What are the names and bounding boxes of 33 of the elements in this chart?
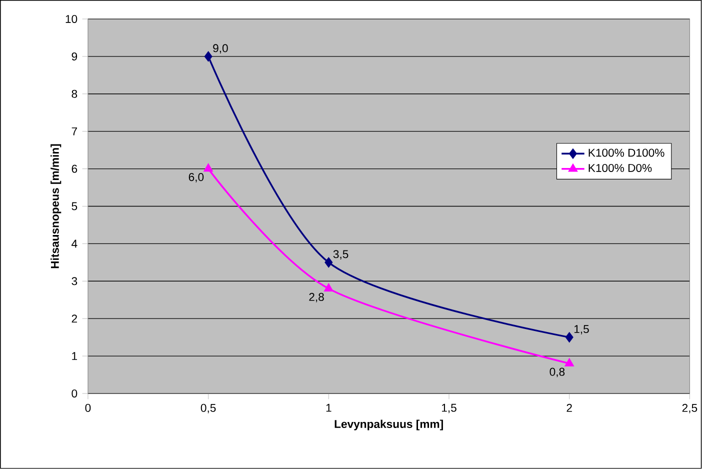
y-tick-label: 2 xyxy=(72,314,77,323)
data-label: 9,0 xyxy=(213,44,228,54)
x-tick-label: 2,5 xyxy=(682,404,698,414)
point xyxy=(565,332,574,342)
y-tick-label: 8 xyxy=(72,90,78,98)
data-label: 2,8 xyxy=(309,293,324,302)
y-tick-label: 6 xyxy=(72,164,78,173)
y-axis-title: Hitsausnopeus [m/min] xyxy=(50,144,62,268)
point xyxy=(324,284,333,292)
y-tick-label: 7 xyxy=(72,128,77,136)
x-tick-label: 2 xyxy=(566,404,572,412)
legend-label: K100% D0% xyxy=(588,164,652,172)
x-tick-label: 0 xyxy=(85,404,91,412)
point xyxy=(565,358,574,367)
data-label: 0,8 xyxy=(550,368,565,378)
y-tick-label: 4 xyxy=(72,240,78,248)
data-label: 6,0 xyxy=(188,173,204,183)
y-tick-label: 0 xyxy=(72,390,78,398)
x-tick-label: 1 xyxy=(326,404,332,412)
x-tick-label: 0,5 xyxy=(200,404,216,414)
y-tick-label: 9 xyxy=(72,52,78,61)
x-axis-title: Levynpaksuus [mm] xyxy=(334,420,443,430)
y-tick-label: 3 xyxy=(72,277,78,286)
data-label: 3,5 xyxy=(333,250,348,260)
point xyxy=(324,258,333,268)
y-tick-label: 10 xyxy=(66,15,78,24)
point xyxy=(204,52,212,62)
y-tick-label: 5 xyxy=(72,202,78,210)
y-tick-label: 1 xyxy=(72,352,78,360)
legend-label: K100% D100% xyxy=(588,148,664,157)
data-label: 1,5 xyxy=(574,325,589,334)
x-tick-label: 1,5 xyxy=(442,404,456,414)
point xyxy=(204,164,213,172)
